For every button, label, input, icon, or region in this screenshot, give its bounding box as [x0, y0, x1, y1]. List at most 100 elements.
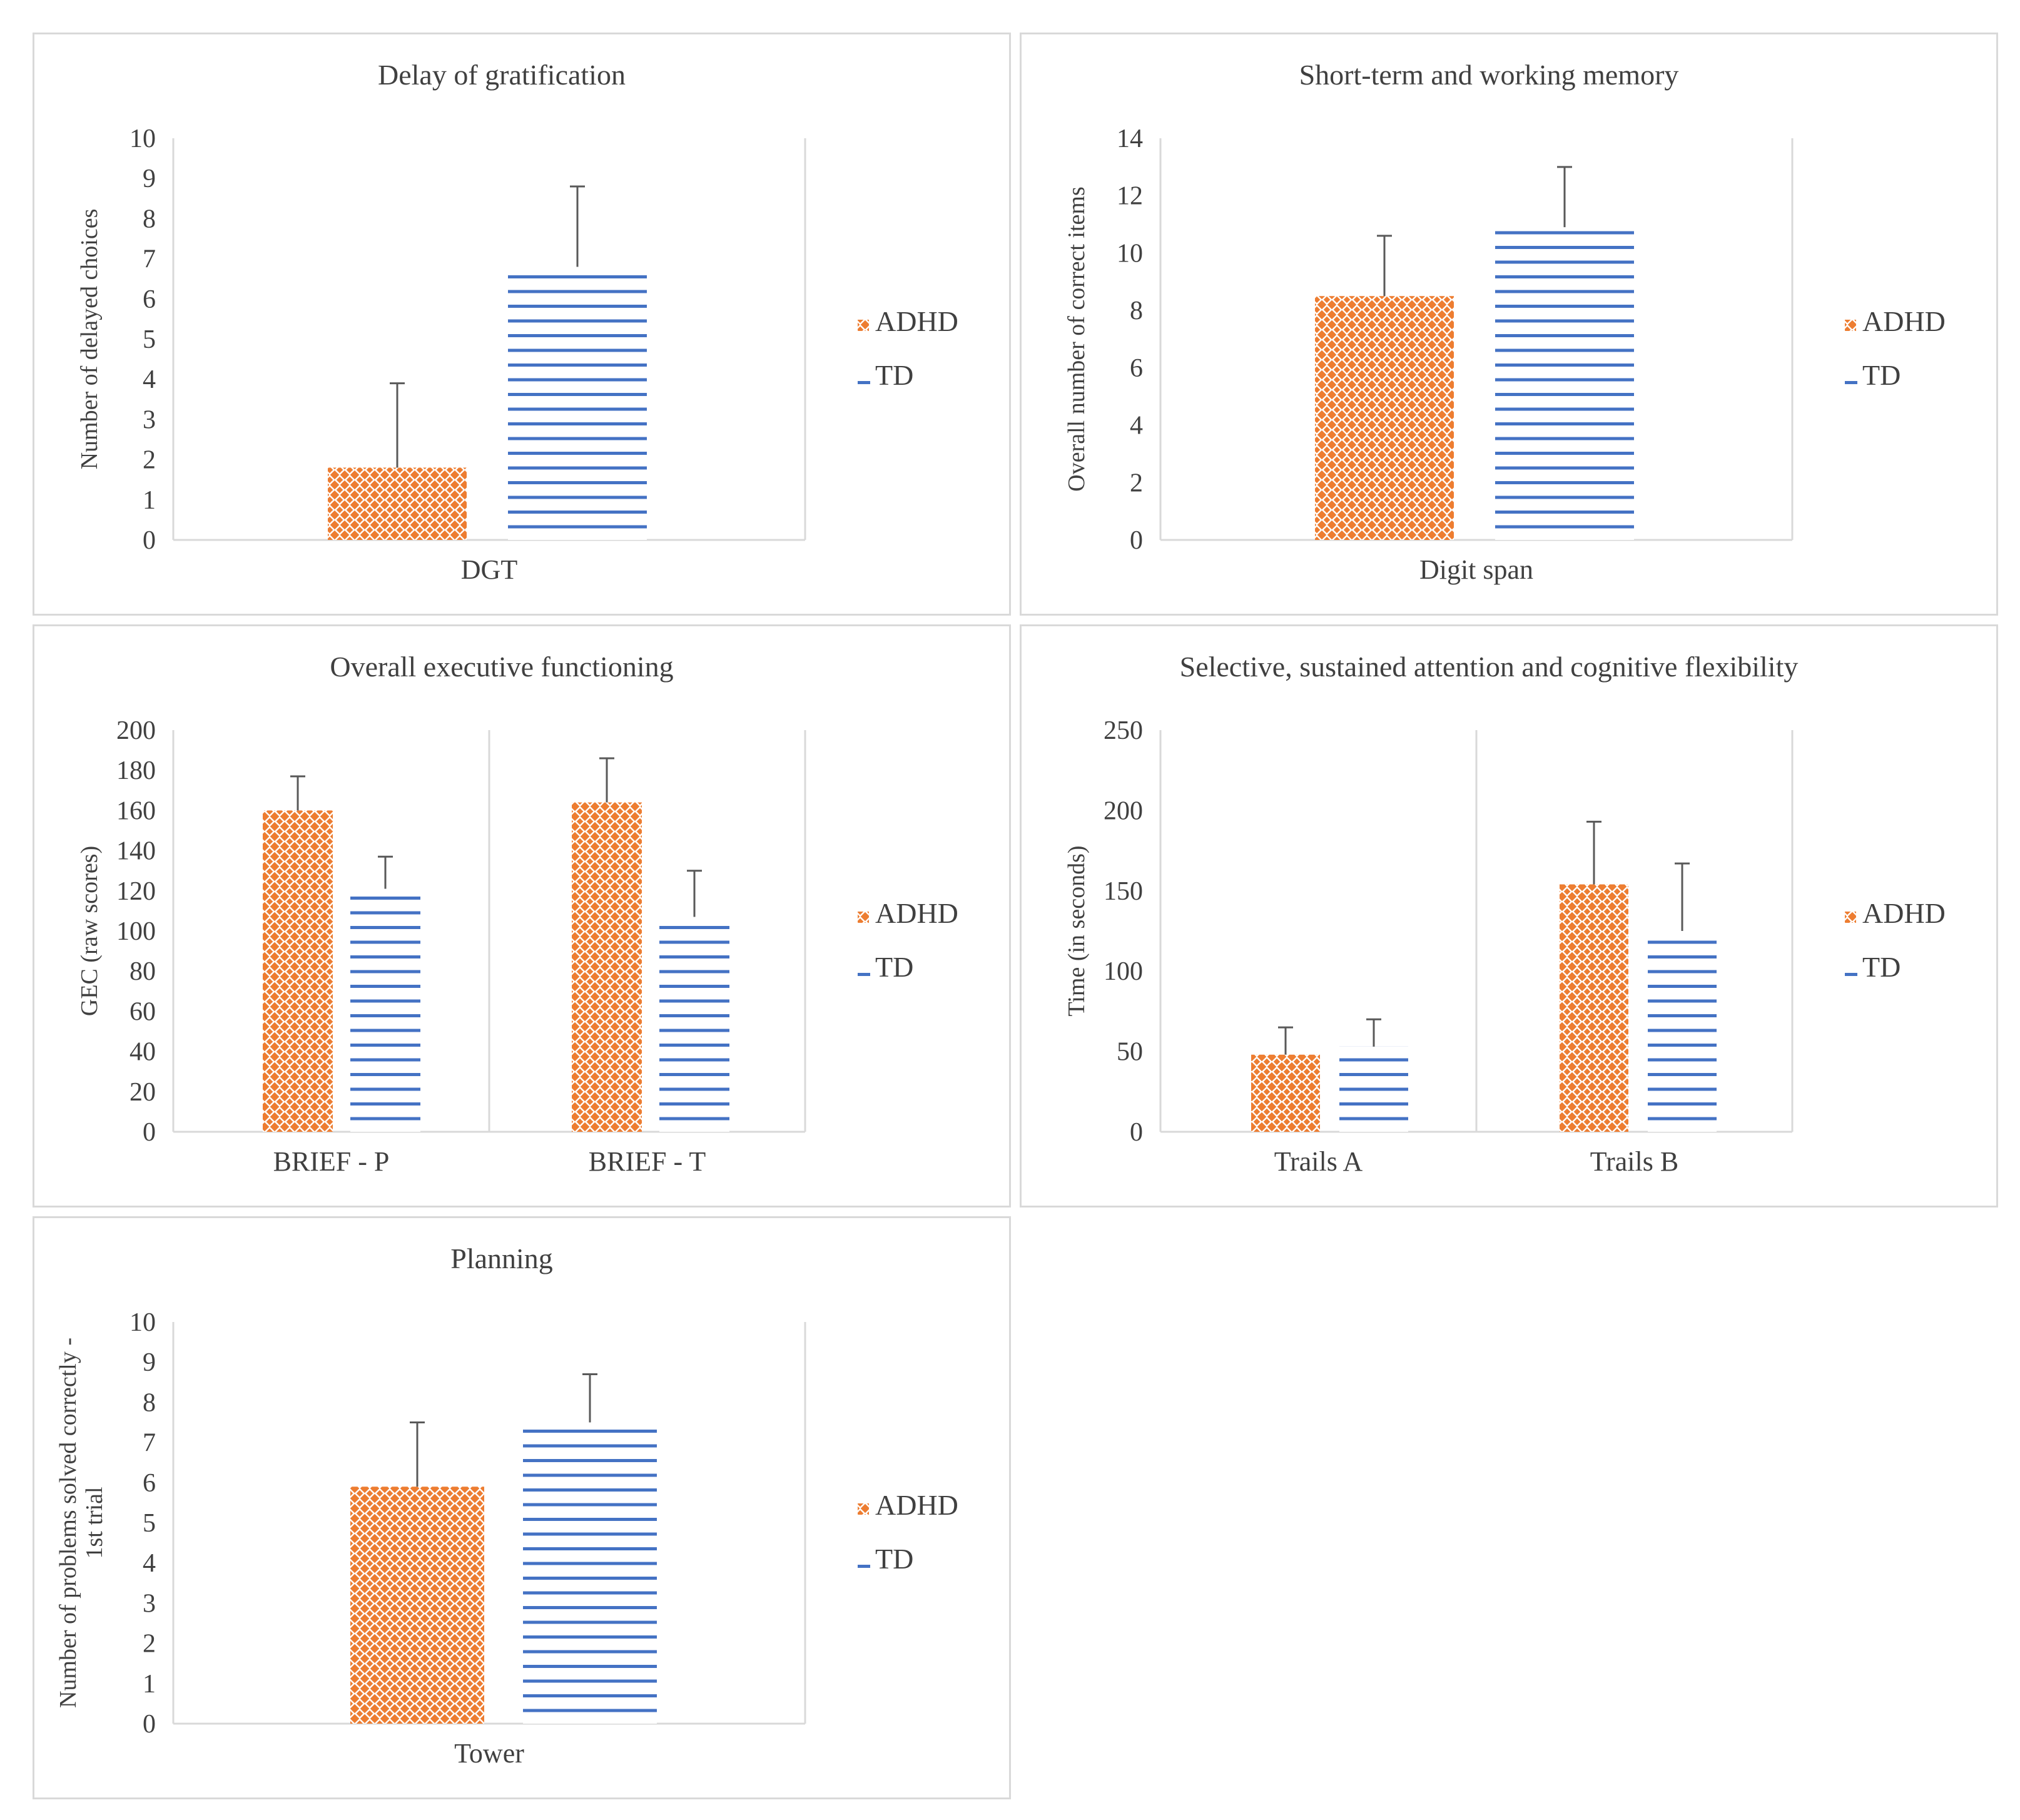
y-tick-label: 0 — [1130, 1118, 1143, 1147]
y-tick-label: 6 — [1130, 354, 1143, 383]
y-tick-label: 180 — [116, 756, 156, 785]
legend-td-label: TD — [875, 1543, 913, 1575]
x-category-label: BRIEF - P — [273, 1146, 390, 1177]
bar-td — [1495, 227, 1634, 540]
y-tick-label: 10 — [129, 125, 156, 153]
y-axis-label: Number of problems solved correctly -1st… — [55, 1338, 108, 1708]
x-category-label: BRIEF - T — [589, 1146, 706, 1177]
y-tick-label: 4 — [143, 1549, 156, 1578]
legend-adhd-swatch — [1845, 320, 1856, 331]
chart-title: Delay of gratification — [378, 59, 626, 91]
x-category-label: DGT — [461, 554, 518, 585]
y-tick-label: 8 — [143, 1388, 156, 1417]
y-tick-label: 40 — [129, 1038, 156, 1067]
y-axis-label-line: Overall number of correct items — [1063, 186, 1090, 491]
y-axis-label-line: Time (in seconds) — [1063, 845, 1090, 1016]
chart-panel-delay-of-gratification: Delay of gratification Number of delayed … — [33, 33, 1011, 616]
legend-td-label: TD — [1862, 951, 1901, 983]
chart-title: Overall executive functioning — [330, 651, 673, 683]
bar-adhd — [350, 1487, 484, 1724]
bar-adhd — [572, 802, 642, 1132]
bar-td — [508, 267, 647, 540]
y-axis-label-line: Number of problems solved correctly - — [55, 1338, 81, 1708]
y-tick-label: 3 — [143, 1589, 156, 1618]
legend-td-label: TD — [875, 359, 913, 391]
legend-td-swatch — [858, 1565, 870, 1568]
y-tick-label: 6 — [143, 285, 156, 314]
legend-adhd-swatch — [1845, 912, 1856, 923]
legend-td-label: TD — [1862, 359, 1901, 391]
y-tick-label: 200 — [1104, 796, 1143, 825]
legend-adhd-label: ADHD — [875, 305, 958, 337]
y-tick-label: 9 — [143, 1348, 156, 1377]
x-category-label: Trails A — [1274, 1146, 1363, 1177]
legend-adhd-swatch — [858, 912, 869, 923]
y-tick-label: 1 — [143, 1670, 156, 1699]
y-tick-label: 8 — [1130, 297, 1143, 325]
chart-panel-working-memory: Short-term and working memory Overall num… — [1020, 33, 1998, 616]
legend-adhd-swatch — [858, 320, 869, 331]
y-tick-label: 9 — [143, 165, 156, 193]
chart-panel-executive-functioning: Overall executive functioning GEC (raw sc… — [33, 624, 1011, 1207]
bar-adhd — [263, 810, 333, 1132]
bar-adhd — [1315, 296, 1454, 540]
y-tick-label: 160 — [116, 796, 156, 825]
legend-td-swatch — [858, 381, 870, 384]
bar-adhd — [1251, 1054, 1320, 1132]
y-tick-label: 10 — [129, 1308, 156, 1337]
y-tick-label: 3 — [143, 405, 156, 434]
y-tick-label: 60 — [129, 997, 156, 1026]
y-tick-label: 120 — [116, 877, 156, 906]
y-axis-label: Overall number of correct items — [1063, 186, 1090, 491]
y-tick-label: 100 — [1104, 957, 1143, 986]
legend-td-swatch — [1845, 381, 1857, 384]
y-tick-label: 2 — [1130, 469, 1143, 497]
legend-td-swatch — [858, 973, 870, 976]
legend-adhd-swatch — [858, 1503, 869, 1515]
y-axis-label: Time (in seconds) — [1063, 845, 1090, 1016]
legend-adhd-label: ADHD — [1862, 305, 1946, 337]
y-tick-label: 5 — [143, 325, 156, 354]
chart-panel-attention-flexibility: Selective, sustained attention and cogni… — [1020, 624, 1998, 1207]
y-axis-label-line: 1st trial — [81, 1487, 108, 1558]
legend-adhd-label: ADHD — [875, 1489, 958, 1521]
y-tick-label: 7 — [143, 245, 156, 274]
chart-title: Planning — [450, 1243, 553, 1274]
y-tick-label: 20 — [129, 1078, 156, 1107]
chart-panel-planning: Planning Number of problems solved correc… — [33, 1216, 1011, 1799]
legend-adhd-label: ADHD — [1862, 897, 1946, 929]
x-category-label: Trails B — [1590, 1146, 1678, 1177]
y-tick-label: 140 — [116, 837, 156, 866]
y-tick-label: 14 — [1117, 125, 1143, 153]
bar-td — [523, 1422, 657, 1724]
y-tick-label: 250 — [1104, 716, 1143, 745]
y-tick-label: 0 — [143, 1118, 156, 1147]
legend-adhd-label: ADHD — [875, 897, 958, 929]
y-tick-label: 7 — [143, 1429, 156, 1458]
y-tick-label: 2 — [143, 446, 156, 475]
y-axis-label-line: GEC (raw scores) — [76, 846, 103, 1016]
y-tick-label: 1 — [143, 486, 156, 515]
bar-adhd — [328, 467, 467, 540]
y-axis-label-line: Number of delayed choices — [76, 209, 103, 470]
chart-svg: Selective, sustained attention and cogni… — [1063, 651, 1946, 1177]
chart-svg: Short-term and working memory Overall num… — [1063, 59, 1946, 585]
y-tick-label: 8 — [143, 205, 156, 233]
legend-td-swatch — [1845, 973, 1857, 976]
y-tick-label: 100 — [116, 917, 156, 946]
y-tick-label: 200 — [116, 716, 156, 745]
y-tick-label: 10 — [1117, 239, 1143, 268]
y-axis-label: GEC (raw scores) — [76, 846, 103, 1016]
bar-td — [1648, 931, 1717, 1132]
bar-td — [659, 917, 729, 1132]
x-category-label: Tower — [454, 1738, 524, 1769]
y-tick-label: 2 — [143, 1630, 156, 1659]
chart-title: Selective, sustained attention and cogni… — [1180, 651, 1799, 683]
y-tick-label: 5 — [143, 1509, 156, 1538]
y-tick-label: 80 — [129, 957, 156, 986]
x-category-label: Digit span — [1419, 554, 1533, 585]
bar-td — [350, 888, 420, 1132]
chart-svg: Overall executive functioning GEC (raw sc… — [76, 651, 958, 1177]
y-axis-label: Number of delayed choices — [76, 209, 103, 470]
y-tick-label: 0 — [1130, 526, 1143, 555]
